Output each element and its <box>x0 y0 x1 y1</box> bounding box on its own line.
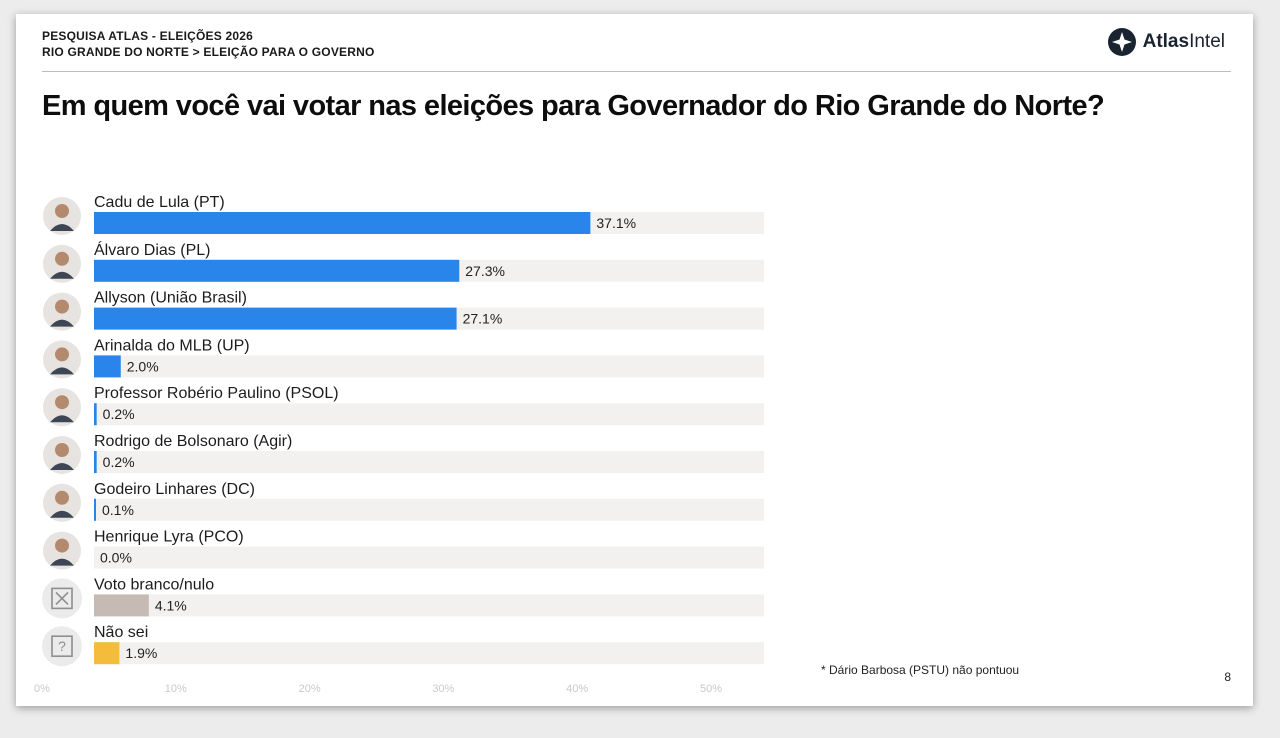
person-shoulders-icon <box>50 463 74 470</box>
atlas-logo-icon <box>1107 28 1136 56</box>
value-label: 0.2% <box>103 406 135 422</box>
slide: PESQUISA ATLAS - ELEIÇÕES 2026 RIO GRAND… <box>16 14 1253 706</box>
category-label: Arinalda do MLB (UP) <box>94 337 250 354</box>
value-label: 27.3% <box>465 263 505 279</box>
bar <box>94 594 149 617</box>
value-label: 2.0% <box>127 358 159 374</box>
tick-label: 40% <box>566 683 588 695</box>
bar-track <box>94 642 764 665</box>
person-head-icon <box>55 490 69 505</box>
category-label: Henrique Lyra (PCO) <box>94 529 244 546</box>
bar-track <box>94 498 764 521</box>
value-label: 0.2% <box>103 454 135 470</box>
person-head-icon <box>55 347 69 362</box>
person-head-icon <box>55 251 69 266</box>
bar-chart: Cadu de Lula (PT) 37.1% Álvaro Dias (PL) 27… <box>34 194 764 695</box>
question-box-icon <box>51 635 73 658</box>
person-shoulders-icon <box>50 271 74 279</box>
category-label: Allyson (União Brasil) <box>94 290 247 307</box>
header-divider <box>42 71 1231 72</box>
person-shoulders-icon <box>50 224 74 231</box>
x-mark-icon <box>55 591 69 605</box>
bar <box>94 451 97 473</box>
value-label: 0.1% <box>102 502 134 518</box>
person-shoulders-icon <box>50 558 74 566</box>
atlasintel-logo: AtlasIntel <box>1107 27 1225 57</box>
footnote: * Dário Barbosa (PSTU) não pontuou <box>821 663 1020 677</box>
category-label: Professor Robério Paulino (PSOL) <box>94 385 339 402</box>
bar <box>94 355 121 378</box>
category-label: Não sei <box>94 624 148 641</box>
person-head-icon <box>55 299 69 314</box>
tick-label: 50% <box>700 683 722 695</box>
value-label: 0.0% <box>100 550 132 566</box>
bar <box>94 212 591 234</box>
tick-label: 20% <box>299 683 321 695</box>
bar-track <box>94 594 764 617</box>
bar <box>94 498 96 521</box>
category-label: Voto branco/nulo <box>94 576 214 593</box>
survey-breadcrumb: RIO GRANDE DO NORTE > ELEIÇÃO PARA O GOV… <box>42 45 375 59</box>
logo-wordmark: AtlasIntel <box>1142 31 1225 52</box>
person-shoulders-icon <box>50 510 74 518</box>
value-label: 4.1% <box>155 597 187 613</box>
question-mark-icon: ? <box>58 638 66 654</box>
bar <box>94 642 120 665</box>
survey-title: PESQUISA ATLAS - ELEIÇÕES 2026 <box>42 29 253 43</box>
bar <box>94 259 460 282</box>
bar-track <box>94 451 764 473</box>
person-head-icon <box>55 395 69 410</box>
tick-label: 10% <box>165 683 187 695</box>
x-box-icon <box>51 587 73 610</box>
category-label: Godeiro Linhares (DC) <box>94 481 255 498</box>
page-number: 8 <box>1224 670 1231 684</box>
value-label: 37.1% <box>596 215 636 231</box>
value-label: 27.1% <box>463 311 503 327</box>
bar-track <box>94 403 764 426</box>
bar <box>94 307 457 330</box>
value-label: 1.9% <box>125 645 157 661</box>
person-shoulders-icon <box>50 415 74 423</box>
person-shoulders-icon <box>50 367 74 375</box>
person-shoulders-icon <box>50 319 74 327</box>
tick-label: 0% <box>34 683 50 695</box>
category-label: Rodrigo de Bolsonaro (Agir) <box>94 433 292 450</box>
category-label: Cadu de Lula (PT) <box>94 194 225 211</box>
tick-label: 30% <box>432 683 454 695</box>
bar <box>94 403 97 426</box>
bar-track <box>94 355 764 378</box>
category-label: Álvaro Dias (PL) <box>94 240 210 259</box>
person-head-icon <box>55 204 69 218</box>
bar-track <box>94 546 764 569</box>
person-head-icon <box>55 538 69 553</box>
person-head-icon <box>55 443 69 457</box>
chart-title: Em quem você vai votar nas eleições para… <box>42 90 1105 122</box>
